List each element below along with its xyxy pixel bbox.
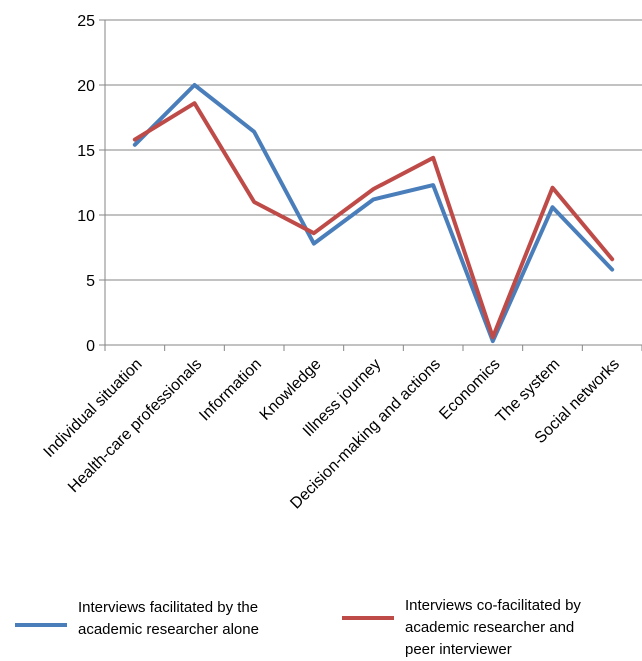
legend-label: Interviews facilitated by the bbox=[78, 599, 258, 616]
legend-label: Interviews co-facilitated by bbox=[405, 597, 581, 614]
series-line-2 bbox=[132, 101, 615, 340]
legend-label: peer interviewer bbox=[405, 641, 512, 658]
y-tick-label: 25 bbox=[77, 13, 95, 30]
y-axis: 0 5 10 15 20 25 bbox=[77, 13, 106, 355]
y-tick-label: 20 bbox=[77, 78, 95, 95]
y-tick-label: 15 bbox=[77, 143, 95, 160]
x-tick-label: Information bbox=[196, 356, 265, 425]
y-tick-label: 10 bbox=[77, 208, 95, 225]
legend: Interviews facilitated by the academic re… bbox=[15, 597, 581, 658]
x-tick-label: Individual situation bbox=[41, 356, 146, 461]
legend-label: academic researcher alone bbox=[78, 621, 259, 638]
series-line-1 bbox=[132, 83, 615, 344]
series-lines bbox=[132, 83, 615, 344]
gridlines bbox=[105, 19, 642, 281]
legend-label: academic researcher and bbox=[405, 619, 574, 636]
y-tick-label: 5 bbox=[86, 273, 95, 290]
y-tick-label: 0 bbox=[86, 338, 95, 355]
